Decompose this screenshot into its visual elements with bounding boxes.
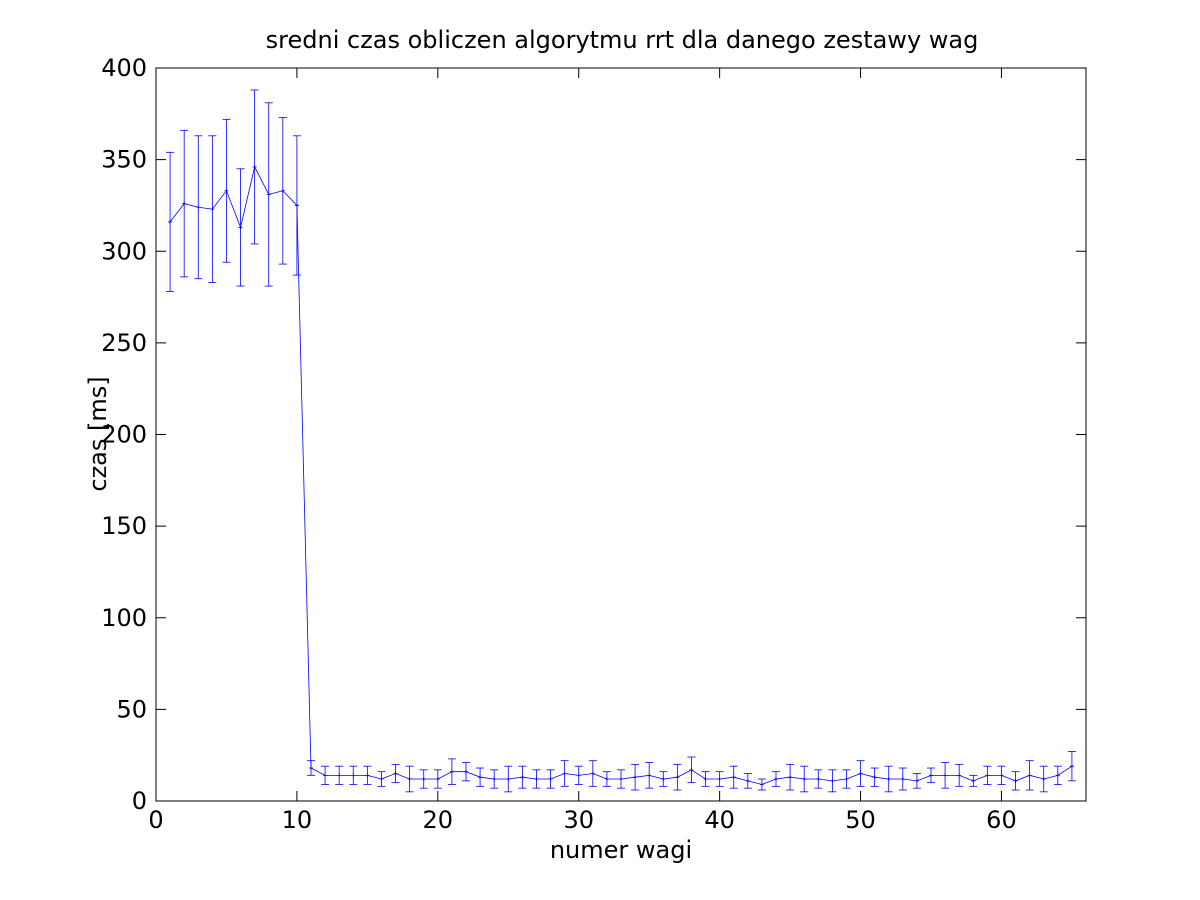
data-point bbox=[393, 771, 398, 776]
data-point bbox=[379, 777, 384, 782]
y-axis-label: czas [ms] bbox=[84, 376, 112, 491]
data-point bbox=[689, 767, 694, 772]
y-tick-label: 200 bbox=[101, 421, 147, 449]
data-point bbox=[604, 777, 609, 782]
data-point bbox=[1027, 773, 1032, 778]
data-point bbox=[252, 164, 257, 169]
axis-ticks: 0 10 20 30 40 50 60 0 50 100 150 200 250 300 350 400 bbox=[101, 54, 1086, 834]
data-point bbox=[633, 775, 638, 780]
data-point bbox=[1055, 773, 1060, 778]
data-point bbox=[619, 777, 623, 782]
data-point bbox=[351, 773, 356, 778]
y-tick-label: 250 bbox=[101, 329, 147, 357]
data-point bbox=[534, 777, 539, 782]
series-line bbox=[169, 165, 1073, 785]
data-point bbox=[745, 778, 750, 783]
data-point bbox=[224, 188, 229, 193]
data-point bbox=[985, 773, 990, 778]
data-point bbox=[182, 201, 187, 206]
data-point bbox=[788, 775, 793, 780]
data-point bbox=[294, 203, 299, 208]
data-point bbox=[478, 775, 483, 780]
data-point bbox=[1041, 777, 1046, 782]
data-point bbox=[914, 778, 919, 783]
data-point bbox=[280, 188, 285, 193]
plot-area-frame bbox=[155, 67, 1087, 802]
data-point bbox=[858, 771, 863, 776]
y-tick-label: 150 bbox=[101, 512, 147, 540]
data-point bbox=[717, 777, 722, 782]
y-tick-label: 350 bbox=[101, 146, 147, 174]
data-point bbox=[1013, 778, 1018, 783]
x-tick-label: 50 bbox=[845, 806, 876, 834]
series-layer bbox=[166, 89, 1076, 793]
data-point bbox=[1069, 764, 1074, 769]
data-point bbox=[943, 773, 948, 778]
data-point bbox=[830, 778, 835, 783]
data-point bbox=[576, 773, 581, 778]
data-point bbox=[266, 192, 271, 197]
data-point bbox=[562, 771, 567, 776]
data-point bbox=[661, 777, 666, 782]
data-point bbox=[323, 773, 328, 778]
x-tick-label: 40 bbox=[704, 806, 735, 834]
data-point bbox=[703, 777, 708, 782]
data-point bbox=[421, 777, 426, 782]
data-point bbox=[238, 225, 243, 230]
data-point bbox=[365, 773, 370, 778]
data-point bbox=[520, 775, 525, 780]
y-tick-label: 300 bbox=[101, 237, 147, 265]
data-point bbox=[971, 778, 976, 783]
data-point bbox=[492, 777, 497, 782]
x-tick-label: 30 bbox=[563, 806, 594, 834]
y-tick-label: 50 bbox=[116, 695, 147, 723]
data-point bbox=[337, 773, 342, 778]
data-point bbox=[210, 207, 215, 212]
data-point bbox=[731, 775, 736, 780]
data-point bbox=[449, 769, 454, 774]
x-tick-label: 60 bbox=[986, 806, 1017, 834]
data-point bbox=[774, 777, 778, 782]
x-tick-label: 20 bbox=[423, 806, 454, 834]
data-point bbox=[872, 775, 877, 780]
data-point bbox=[929, 773, 933, 778]
data-point bbox=[759, 782, 764, 787]
data-point bbox=[548, 777, 553, 782]
data-point bbox=[999, 773, 1004, 778]
data-point bbox=[957, 773, 962, 778]
y-tick-label: 100 bbox=[101, 604, 147, 632]
data-point bbox=[647, 773, 652, 778]
y-tick-label: 400 bbox=[101, 54, 147, 82]
data-point bbox=[464, 769, 468, 774]
chart-title: sredni czas obliczen algorytmu rrt dla d… bbox=[266, 26, 979, 54]
data-point bbox=[675, 775, 680, 780]
y-tick-label: 0 bbox=[132, 787, 147, 815]
x-axis-label: numer wagi bbox=[550, 836, 692, 864]
data-point bbox=[590, 771, 595, 776]
data-point bbox=[802, 777, 807, 782]
data-point bbox=[886, 777, 891, 782]
data-point bbox=[816, 777, 821, 782]
data-point bbox=[309, 766, 313, 771]
data-point bbox=[844, 777, 849, 782]
x-tick-label: 10 bbox=[282, 806, 313, 834]
data-point bbox=[506, 777, 511, 782]
data-point bbox=[435, 777, 440, 782]
data-point bbox=[196, 205, 201, 210]
x-tick-label: 0 bbox=[148, 806, 163, 834]
data-point bbox=[168, 219, 173, 224]
data-point bbox=[900, 777, 905, 782]
data-point bbox=[407, 777, 412, 782]
